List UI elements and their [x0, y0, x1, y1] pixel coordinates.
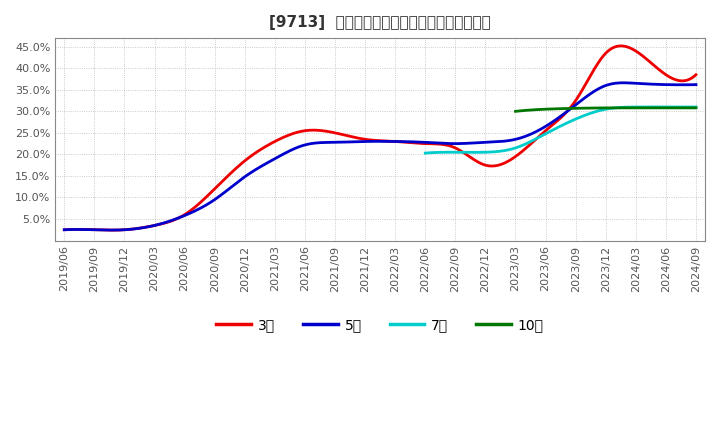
Title: [9713]  当期純利益マージンの標準偏差の推移: [9713] 当期純利益マージンの標準偏差の推移: [269, 15, 491, 30]
3年: [692, 72, 701, 77]
3年: [438, 142, 447, 147]
5年: [449, 141, 457, 146]
7年: [667, 104, 676, 110]
7年: [650, 104, 659, 110]
3年: [595, 59, 603, 65]
5年: [595, 86, 603, 91]
Legend: 3年, 5年, 7年, 10年: 3年, 5年, 7年, 10年: [211, 312, 549, 337]
5年: [436, 140, 445, 146]
10年: [664, 105, 672, 110]
Line: 3年: 3年: [64, 46, 696, 230]
5年: [107, 227, 115, 233]
7年: [644, 104, 653, 110]
Line: 5年: 5年: [64, 83, 696, 230]
10年: [692, 105, 701, 110]
7年: [421, 150, 430, 156]
5年: [62, 227, 71, 232]
10年: [619, 105, 628, 110]
7年: [581, 113, 590, 118]
10年: [622, 105, 631, 110]
3年: [62, 227, 71, 232]
7年: [587, 110, 595, 116]
10年: [618, 105, 627, 110]
7年: [582, 112, 590, 117]
3年: [636, 52, 645, 57]
7年: [422, 150, 431, 156]
7年: [692, 104, 701, 110]
3年: [436, 142, 445, 147]
3年: [60, 227, 68, 232]
3年: [616, 43, 624, 48]
10年: [613, 105, 622, 110]
5年: [438, 141, 447, 146]
5年: [620, 80, 629, 85]
10年: [675, 105, 684, 110]
Line: 10年: 10年: [516, 108, 696, 111]
3年: [107, 227, 115, 233]
5年: [636, 81, 645, 86]
10年: [512, 109, 521, 114]
10年: [511, 109, 520, 114]
Line: 7年: 7年: [426, 107, 696, 153]
5年: [60, 227, 68, 232]
5年: [692, 82, 701, 87]
3年: [449, 144, 457, 150]
